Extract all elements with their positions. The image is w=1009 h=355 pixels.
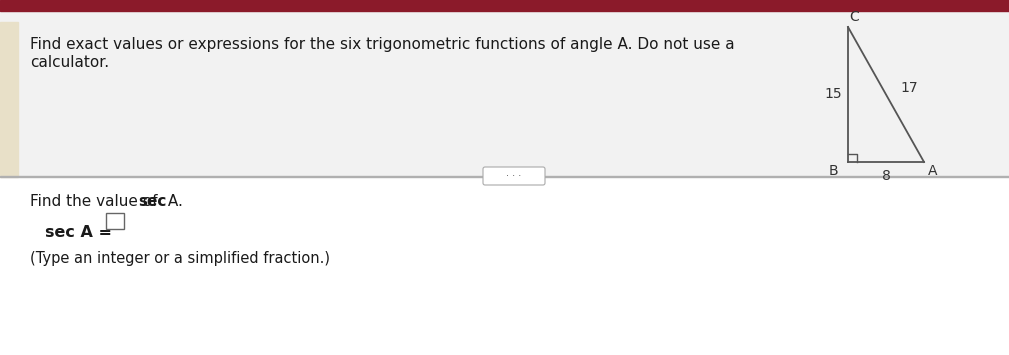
Text: sec: sec [138,194,166,209]
Text: Find exact values or expressions for the six trigonometric functions of angle A.: Find exact values or expressions for the… [30,37,735,52]
Text: calculator.: calculator. [30,55,109,70]
Bar [0,0,1009,11]
Text: 8: 8 [882,169,890,183]
Bar [0,177,1009,355]
Text: sec A =: sec A = [45,225,112,240]
Bar [106,213,124,229]
Text: A.: A. [163,194,183,209]
FancyBboxPatch shape [483,167,545,185]
Text: · · ·: · · · [507,171,522,181]
Text: (Type an integer or a simplified fraction.): (Type an integer or a simplified fractio… [30,251,330,266]
Bar [0,22,18,177]
Text: C: C [849,10,859,24]
Text: A: A [928,164,937,178]
Text: B: B [828,164,838,178]
Bar [0,175,1009,177]
Text: 17: 17 [901,81,918,95]
Text: 15: 15 [824,87,842,102]
Text: Find the value of: Find the value of [30,194,162,209]
